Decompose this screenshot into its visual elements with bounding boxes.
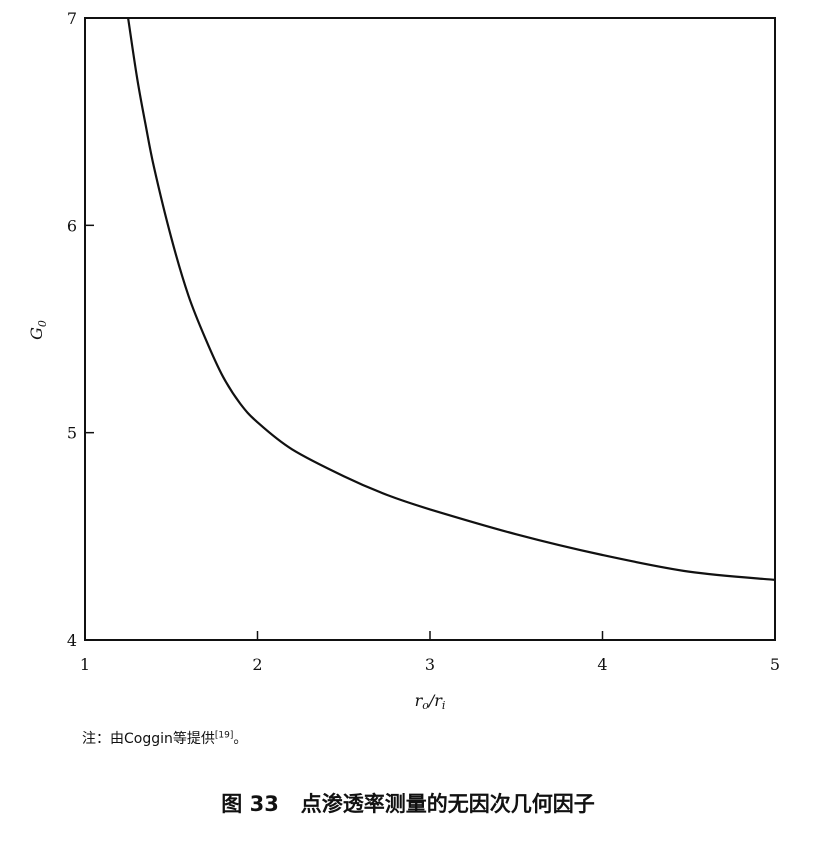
x-tick-label: 3 [425,655,435,674]
x-axis-label-sub2: i [442,699,446,712]
x-tick-label: 2 [252,655,262,674]
figure-caption: 图 33 点渗透率测量的无因次几何因子 [221,792,595,816]
y-tick-label: 5 [67,424,77,443]
x-axis-label-sub: o [422,699,429,712]
x-tick-label: 1 [80,655,90,674]
x-tick-label: 5 [770,655,780,674]
y-axis-label: G0 [27,320,49,340]
figure-note: 注：由Coggin等提供[19]。 [82,728,247,748]
y-axis-label-main: G [27,327,46,340]
note-end: 。 [233,731,248,747]
y-tick-label: 7 [67,9,77,28]
note-text: 注：由Coggin等提供 [82,731,215,747]
note-ref: [19] [214,730,234,741]
x-axis-label-sep: /r [427,691,443,710]
x-tick-label: 4 [597,655,607,674]
ticks: 1 2 3 4 5 4 5 6 7 [67,9,780,674]
y-tick-label: 6 [67,216,77,235]
x-axis-label-main: r [415,691,424,710]
g0-curve [127,17,776,581]
y-axis-label-sub: 0 [36,320,49,327]
y-tick-label: 4 [67,631,77,650]
x-axis-label: ro/ri [415,691,446,712]
plot-frame [84,17,776,641]
